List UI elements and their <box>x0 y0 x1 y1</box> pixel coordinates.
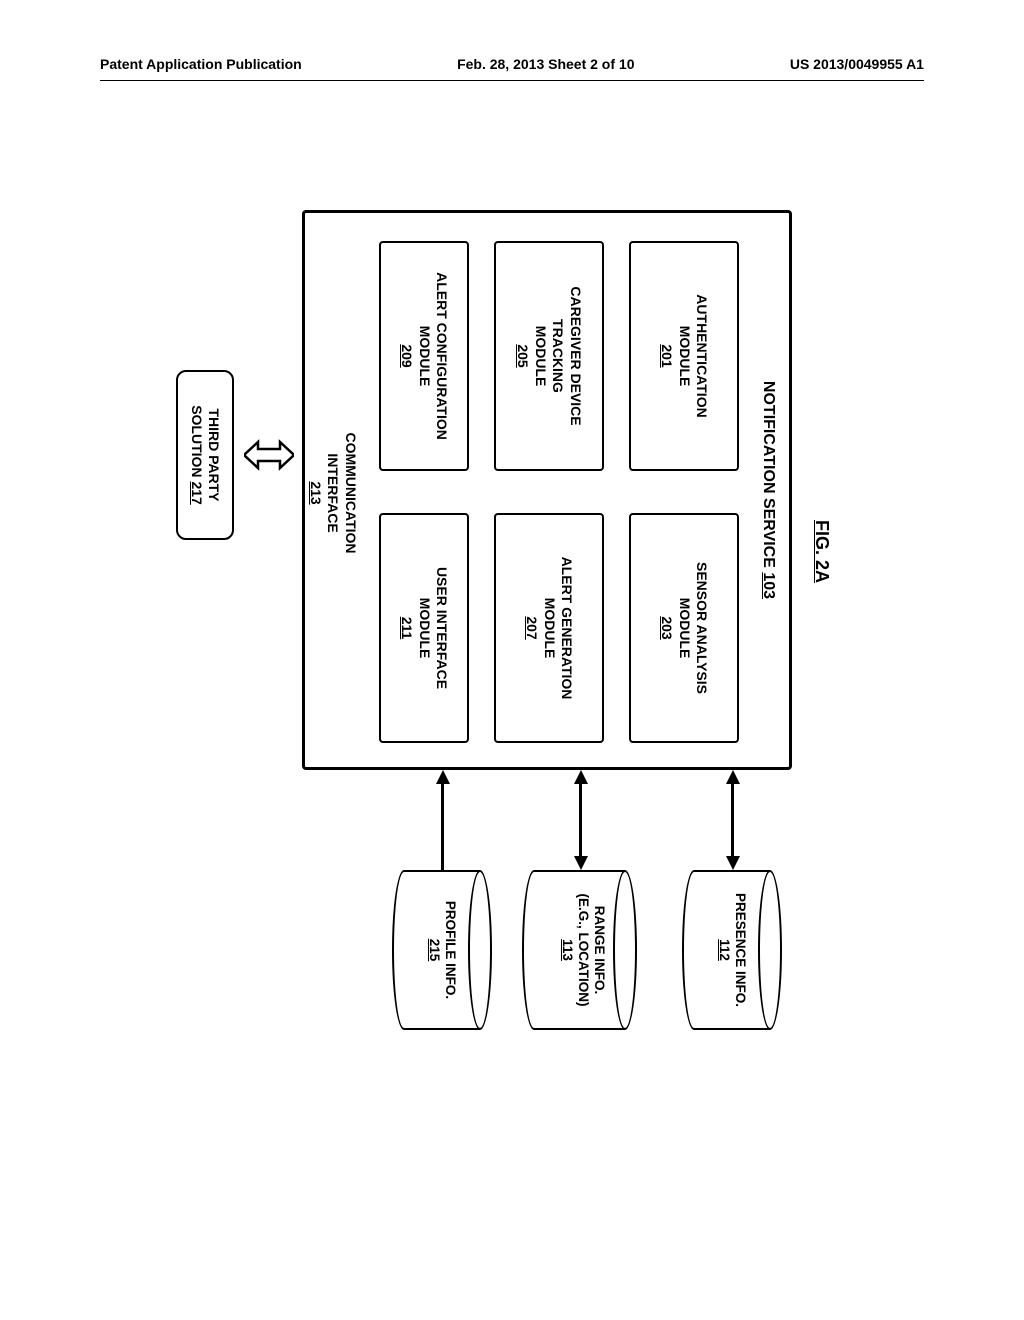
arrow-presence <box>731 784 734 856</box>
cylinder-bottom <box>682 870 706 1030</box>
cylinder-label: PROFILE INFO. 215 <box>426 870 458 1030</box>
module-label: AUTHENTICATIONMODULE <box>675 294 710 417</box>
authentication-module: AUTHENTICATIONMODULE 201 <box>629 241 739 471</box>
third-party-line1: THIRD PARTY <box>205 408 223 501</box>
arrow-range <box>579 784 582 856</box>
notification-service-box: NOTIFICATION SERVICE 103 AUTHENTICATIONM… <box>302 210 792 770</box>
module-label: CAREGIVER DEVICE TRACKINGMODULE <box>532 249 585 463</box>
third-party-line2: SOLUTION 217 <box>188 405 206 505</box>
cylinder-top <box>613 870 637 1030</box>
bi-arrow-icon <box>244 438 294 472</box>
sensor-analysis-module: SENSOR ANALYSISMODULE 203 <box>629 513 739 743</box>
comm-ref: 213 <box>308 481 324 504</box>
cyl-ref: 113 <box>560 939 575 961</box>
header-right: US 2013/0049955 A1 <box>790 56 924 72</box>
cylinder-label: PRESENCE INFO. 112 <box>716 870 748 1030</box>
comm-label: COMMUNICATION INTERFACE <box>326 432 360 553</box>
module-ref: 211 <box>398 617 416 640</box>
module-ref: 201 <box>658 344 676 367</box>
presence-info-db: PRESENCE INFO. 112 <box>682 870 782 1030</box>
module-ref: 209 <box>398 344 416 367</box>
header-left: Patent Application Publication <box>100 56 302 72</box>
cyl-line2: (E.G., LOCATION) <box>576 894 591 1007</box>
module-ref: 207 <box>523 616 541 639</box>
cyl-line1: PRESENCE INFO. <box>733 893 748 1007</box>
cyl-line1: PROFILE INFO. <box>443 901 458 999</box>
cyl-ref: 112 <box>717 939 732 961</box>
module-ref: 205 <box>514 344 532 367</box>
patent-header: Patent Application Publication Feb. 28, … <box>100 56 924 72</box>
module-label: ALERT CONFIGURATIONMODULE <box>415 272 450 440</box>
arrow-head-icon <box>436 770 450 784</box>
cyl-line1: RANGE INFO. <box>592 906 607 995</box>
alert-generation-module: ALERT GENERATIONMODULE 207 <box>494 513 604 743</box>
arrow-head-icon <box>726 770 740 784</box>
third-party-solution: THIRD PARTY SOLUTION 217 <box>176 370 234 540</box>
header-mid: Feb. 28, 2013 Sheet 2 of 10 <box>457 56 634 72</box>
main-title-ref: 103 <box>760 572 777 599</box>
cylinder-bottom <box>522 870 546 1030</box>
third-party-ref: 217 <box>189 481 205 504</box>
alert-configuration-module: ALERT CONFIGURATIONMODULE 209 <box>379 241 469 471</box>
notification-service-title: NOTIFICATION SERVICE 103 <box>759 213 777 767</box>
module-label: USER INTERFACEMODULE <box>415 567 450 689</box>
figure-label-text: FIG. 2A <box>812 520 832 583</box>
arrow-profile <box>441 784 444 870</box>
cylinder-top <box>758 870 782 1030</box>
diagram: FIG. 2A NOTIFICATION SERVICE 103 AUTHENT… <box>162 170 862 1070</box>
module-ref: 203 <box>658 616 676 639</box>
figure-label: FIG. 2A <box>811 520 832 583</box>
range-info-db: RANGE INFO. (E.G., LOCATION) 113 <box>522 870 637 1030</box>
module-label: SENSOR ANALYSISMODULE <box>675 562 710 694</box>
caregiver-tracking-module: CAREGIVER DEVICE TRACKINGMODULE 205 <box>494 241 604 471</box>
arrow-head-icon <box>574 770 588 784</box>
user-interface-module: USER INTERFACEMODULE 211 <box>379 513 469 743</box>
arrow-head-icon <box>726 856 740 870</box>
cylinder-bottom <box>392 870 416 1030</box>
module-label: ALERT GENERATIONMODULE <box>540 557 575 700</box>
cylinder-top <box>468 870 492 1030</box>
arrow-head-icon <box>574 856 588 870</box>
communication-interface: COMMUNICATION INTERFACE 213 <box>307 393 360 593</box>
main-title-text: NOTIFICATION SERVICE <box>760 381 777 568</box>
cyl-ref: 215 <box>427 939 442 962</box>
cylinder-label: RANGE INFO. (E.G., LOCATION) 113 <box>558 870 607 1030</box>
profile-info-db: PROFILE INFO. 215 <box>392 870 492 1030</box>
